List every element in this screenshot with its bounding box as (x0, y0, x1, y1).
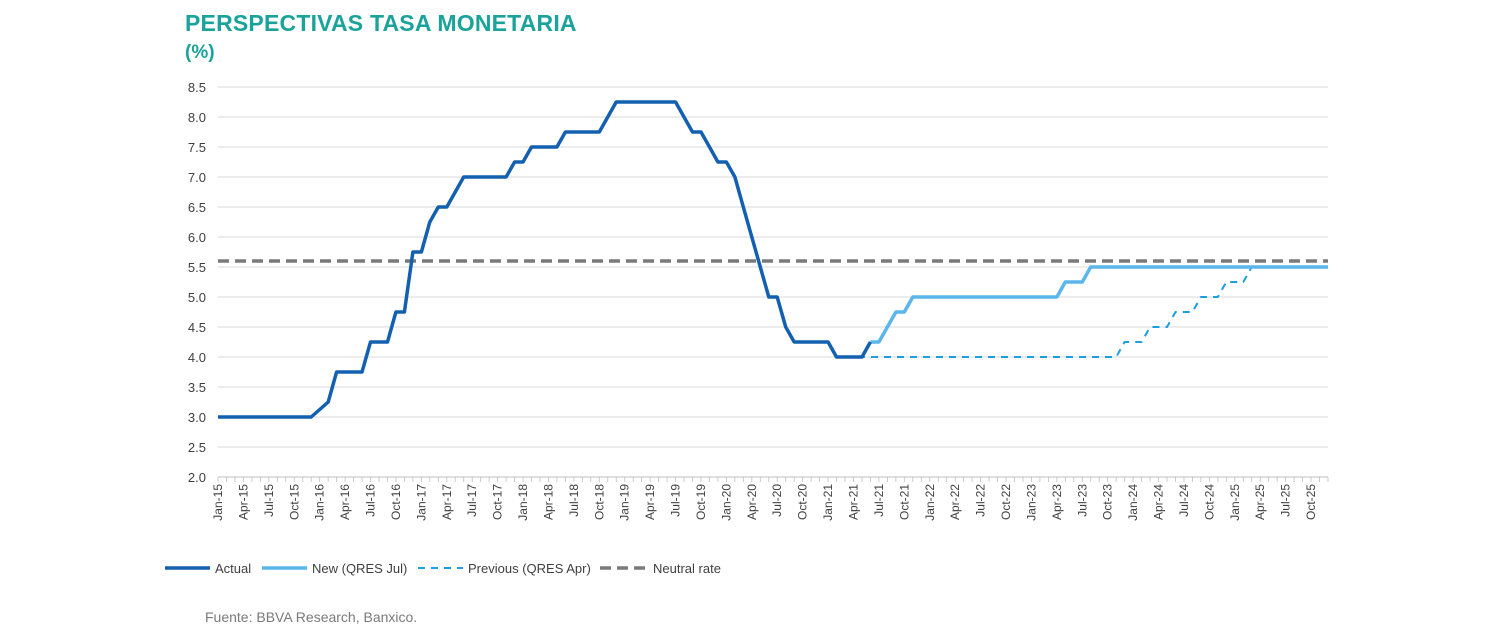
legend-label: Previous (QRES Apr) (468, 561, 591, 576)
y-tick-label: 5.0 (188, 290, 206, 305)
x-tick-label: Oct-21 (897, 484, 911, 520)
x-tick-label: Jan-23 (1024, 484, 1038, 521)
x-tick-label: Jul-20 (770, 484, 784, 517)
x-tick-label: Jul-23 (1075, 484, 1089, 517)
x-tick-label: Jan-18 (516, 484, 530, 521)
x-tick-label: Jan-21 (821, 484, 835, 521)
y-tick-label: 4.5 (188, 320, 206, 335)
rate-outlook-chart: 8.5 8.0 7.5 7.0 6.5 6.0 5.5 5.0 4.5 4.0 3.5 3.0 2.5 2… (165, 80, 1329, 576)
x-tick-label: Apr-20 (745, 484, 759, 520)
x-tick-label: Oct-18 (592, 484, 606, 520)
gridlines (218, 86, 1328, 448)
x-tick-label: Jan-16 (313, 484, 327, 521)
x-tick-label: Apr-21 (846, 484, 860, 520)
series-line-previous-qres-apr (845, 266, 1328, 358)
x-tick-label: Apr-23 (1050, 484, 1064, 520)
legend-label: Neutral rate (653, 561, 721, 576)
y-tick-label: 5.5 (188, 260, 206, 275)
x-tick-label: Jan-24 (1126, 484, 1140, 521)
y-tick-label: 7.5 (188, 140, 206, 155)
y-axis: 8.5 8.0 7.5 7.0 6.5 6.0 5.5 5.0 4.5 4.0 3.5 3.0 2.5 2… (188, 80, 206, 485)
series-line-new-qres-jul (870, 265, 1328, 344)
x-tick-label: Oct-19 (694, 484, 708, 520)
x-tick-label: Apr-17 (440, 484, 454, 520)
legend-label: New (QRES Jul) (312, 561, 407, 576)
y-tick-label: 4.0 (188, 350, 206, 365)
x-tick-label: Jan-19 (618, 484, 632, 521)
x-tick-label: Oct-15 (287, 484, 301, 520)
y-tick-label: 3.5 (188, 380, 206, 395)
x-tick-label: Jan-20 (719, 484, 733, 521)
x-tick-label: Jul-16 (364, 484, 378, 517)
y-tick-label: 8.0 (188, 110, 206, 125)
x-tick-label: Apr-22 (948, 484, 962, 520)
y-tick-label: 2.0 (188, 470, 206, 485)
x-tick-label: Apr-24 (1152, 484, 1166, 520)
y-tick-label: 3.0 (188, 410, 206, 425)
x-tick-label: Jul-22 (974, 484, 988, 517)
y-tick-label: 6.5 (188, 200, 206, 215)
legend: Actual New (QRES Jul) Previous (QRES Apr) N… (165, 561, 721, 576)
x-tick-label: Oct-16 (389, 484, 403, 520)
x-tick-label: Jul-18 (567, 484, 581, 517)
x-tick-label: Apr-16 (338, 484, 352, 520)
x-tick-label: Oct-24 (1202, 484, 1216, 520)
x-tick-label: Jan-25 (1228, 484, 1242, 521)
y-tick-label: 7.0 (188, 170, 206, 185)
x-tick-label: Jul-21 (872, 484, 886, 517)
x-tick-label: Apr-25 (1253, 484, 1267, 520)
x-tick-label: Jul-24 (1177, 484, 1191, 517)
x-tick-label: Jul-25 (1279, 484, 1293, 517)
x-tick-label: Jan-17 (414, 484, 428, 521)
y-tick-label: 8.5 (188, 80, 206, 95)
chart-title: PERSPECTIVAS TASA MONETARIA (185, 10, 577, 36)
x-tick-label: Apr-19 (643, 484, 657, 520)
x-tick-label: Oct-17 (491, 484, 505, 520)
source-note: Fuente: BBVA Research, Banxico. (205, 609, 418, 625)
x-tick-label: Jul-17 (465, 484, 479, 517)
x-tick-label: Oct-23 (1101, 484, 1115, 520)
x-tick-label: Oct-22 (999, 484, 1013, 520)
chart-unit-label: (%) (185, 42, 215, 63)
x-tick-label: Apr-15 (236, 484, 250, 520)
y-tick-label: 6.0 (188, 230, 206, 245)
x-tick-label: Oct-25 (1304, 484, 1318, 520)
legend-label: Actual (215, 561, 251, 576)
x-tick-label: Oct-20 (796, 484, 810, 520)
x-tick-label: Jul-15 (262, 484, 276, 517)
x-tick-label: Jul-19 (669, 484, 683, 517)
x-tick-label: Jan-15 (211, 484, 225, 521)
series-line-actual (218, 100, 872, 419)
x-tick-label: Apr-18 (541, 484, 555, 520)
series-lines (218, 100, 1328, 419)
x-tick-label: Jan-22 (923, 484, 937, 521)
x-axis: Jan-15 Apr-15 Jul-15 Oct-15 Jan-16 Apr-16 Jul-… (211, 476, 1329, 521)
y-tick-label: 2.5 (188, 440, 206, 455)
